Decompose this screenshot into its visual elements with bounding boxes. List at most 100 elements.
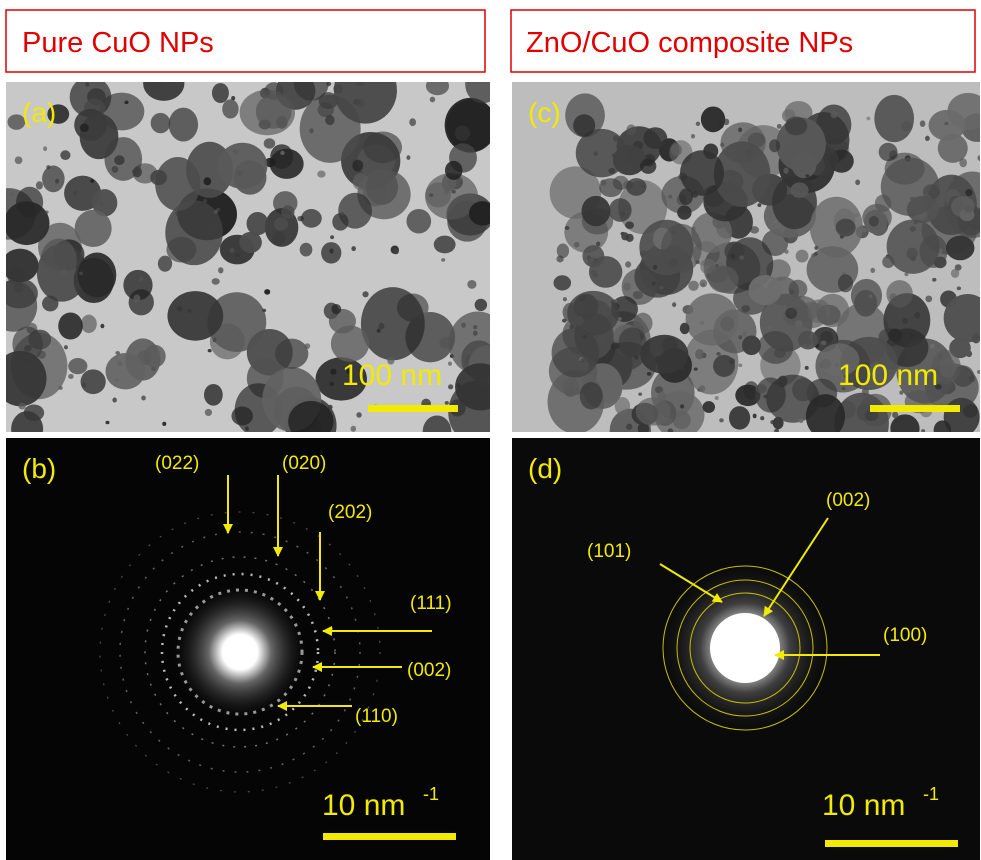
particle <box>104 137 142 181</box>
particle <box>356 412 361 417</box>
particle <box>758 331 794 364</box>
particle <box>340 212 344 216</box>
particle <box>963 404 978 417</box>
particle <box>42 166 64 193</box>
particle <box>434 236 456 254</box>
particle <box>203 199 207 204</box>
particle <box>409 118 416 126</box>
particle <box>840 235 844 238</box>
particle <box>668 195 672 199</box>
particle <box>580 358 584 362</box>
particle <box>557 243 569 258</box>
scale-bar <box>825 840 958 847</box>
particle <box>580 382 603 409</box>
particle <box>838 274 853 292</box>
particle <box>264 138 276 148</box>
annotation: (202) <box>328 502 372 523</box>
particle <box>150 170 167 185</box>
particle <box>688 281 699 291</box>
particle <box>214 210 218 214</box>
particle <box>612 387 617 391</box>
particle <box>393 249 399 255</box>
particle <box>611 342 620 349</box>
header: Pure CuO NPs <box>22 27 214 59</box>
particle <box>112 398 116 403</box>
particle <box>608 168 615 174</box>
particle <box>866 117 870 121</box>
particle <box>680 404 684 408</box>
particle <box>475 299 487 311</box>
particle <box>275 339 308 369</box>
particle <box>448 361 452 365</box>
particle <box>426 77 449 96</box>
particle <box>799 419 804 423</box>
annotation: (020) <box>282 453 326 474</box>
particle <box>218 143 268 189</box>
particle <box>805 366 809 370</box>
particle <box>60 150 70 160</box>
particle <box>925 136 930 141</box>
particle <box>36 181 43 189</box>
particle <box>731 253 735 258</box>
particle <box>694 367 698 370</box>
particle <box>708 266 738 293</box>
annotation: (002) <box>826 490 870 511</box>
particle <box>554 275 572 290</box>
particle <box>869 294 873 298</box>
particle <box>798 331 818 350</box>
annotation: (111) <box>410 593 452 614</box>
particle <box>469 201 496 225</box>
annotation: (110) <box>355 706 398 727</box>
particle <box>58 312 83 339</box>
particle <box>620 232 625 236</box>
particle <box>41 239 77 282</box>
particle <box>81 369 106 394</box>
particle <box>167 291 223 341</box>
particle <box>626 178 646 196</box>
particle <box>441 258 445 262</box>
particle <box>455 363 506 410</box>
particle <box>236 171 243 176</box>
particle <box>925 295 932 302</box>
particle <box>10 192 14 196</box>
particle <box>331 304 341 314</box>
particle <box>18 402 25 409</box>
annotation: (101) <box>587 541 631 562</box>
particle <box>301 209 322 228</box>
particle <box>634 356 638 360</box>
particle <box>455 125 470 141</box>
particle <box>669 259 678 266</box>
particle <box>565 226 570 230</box>
particle <box>362 291 368 297</box>
particle <box>600 180 606 186</box>
particle <box>696 122 700 126</box>
scale-bar-superscript: -1 <box>423 784 439 804</box>
particle <box>757 203 761 207</box>
particle <box>626 234 634 242</box>
particle <box>647 372 651 376</box>
particle <box>445 161 463 180</box>
particle <box>638 392 642 395</box>
particle <box>807 299 830 323</box>
particle <box>934 420 951 440</box>
particle <box>139 276 143 281</box>
particle <box>691 134 695 139</box>
particle <box>78 253 117 298</box>
particle <box>264 289 270 295</box>
particle <box>695 349 704 359</box>
particle <box>811 253 815 257</box>
particle <box>626 424 632 430</box>
particle <box>75 210 112 247</box>
particle <box>951 269 959 278</box>
particle <box>749 275 782 305</box>
particle <box>879 143 898 161</box>
particle <box>633 291 643 299</box>
particle <box>1 249 38 282</box>
particle <box>720 143 724 148</box>
particle <box>288 401 333 442</box>
particle <box>325 115 334 125</box>
particle <box>672 302 676 307</box>
particle <box>892 412 898 419</box>
panel-label: (b) <box>22 453 56 484</box>
particle <box>208 349 212 352</box>
